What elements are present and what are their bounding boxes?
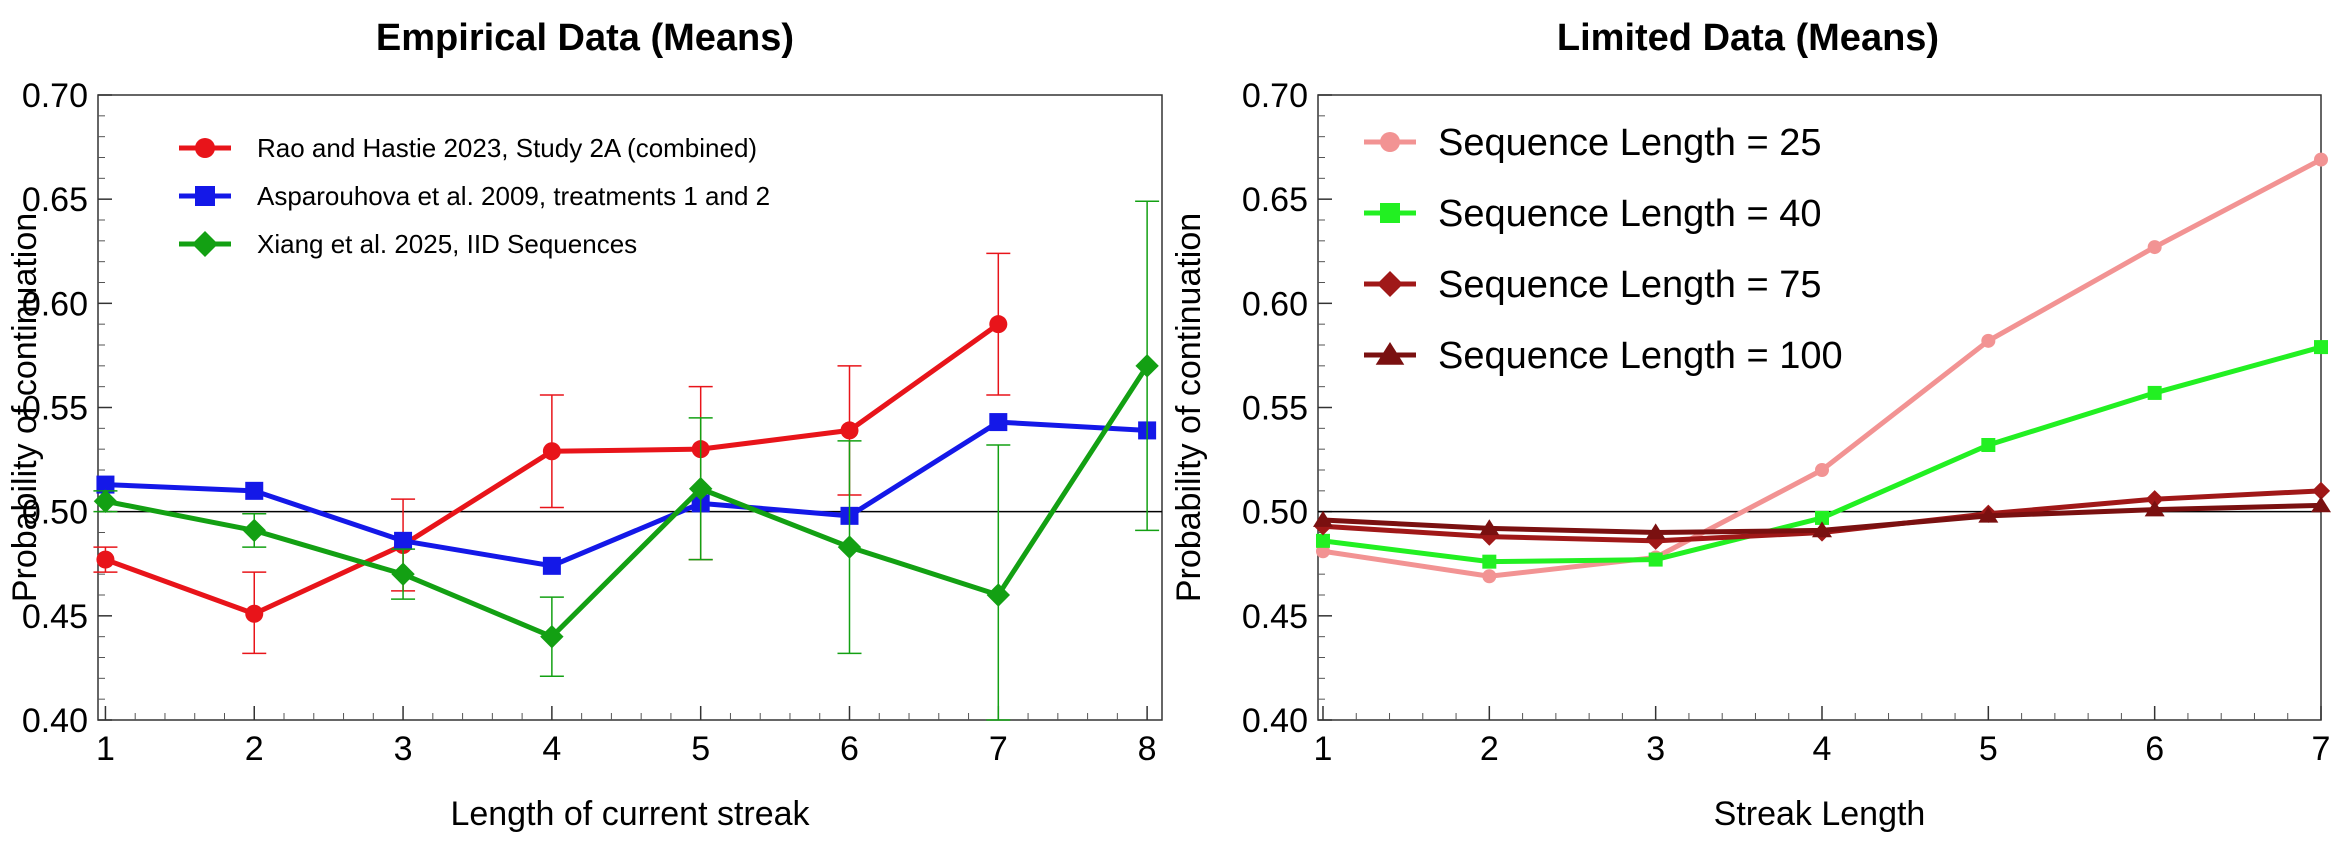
data-point [1648,552,1663,567]
x-tick-label: 1 [96,730,115,768]
data-point [1981,438,1996,452]
data-point [1312,510,1333,527]
x-tick-label: 5 [1979,730,1998,768]
chart-limited: Limited Data (Means) 0.40 0.45 0.50 0.55 0.60… [1170,17,2332,833]
y-tick-label: 0.50 [22,494,88,532]
legend-marker [195,186,215,206]
data-point [1135,354,1159,378]
x-tick-label: 1 [1314,730,1333,768]
data-point [840,421,859,440]
y-tick-label: 0.70 [1242,77,1308,115]
legend-label: Sequence Length = 25 [1438,122,1822,164]
x-axis-label: Length of current streak [450,795,810,833]
y-tick-label: 0.55 [1242,390,1308,428]
x-tick-label: 6 [840,730,859,768]
y-tick-label: 0.65 [1242,181,1308,219]
legend-marker [1377,271,1403,297]
legend-label: Xiang et al. 2025, IID Sequences [257,229,637,259]
chart-empirical: Empirical Data (Means) 0.40 0.45 0.50 0.55 0.… [6,17,1163,833]
x-tick-label: 8 [1138,730,1157,768]
x-tick-label: 2 [245,730,264,768]
series-3 [1312,496,2332,540]
x-tick-label: 2 [1480,730,1499,768]
legend-label: Sequence Length = 100 [1438,335,1843,377]
data-point [2310,496,2332,513]
series-line [105,419,1148,569]
data-point [1482,569,1497,584]
data-point [242,518,266,543]
legend-label: Rao and Hastie 2023, Study 2A (combined) [257,133,757,163]
y-tick-label: 0.60 [22,285,88,323]
data-point [245,481,264,500]
chart-title: Limited Data (Means) [1557,17,1939,59]
data-point [1814,463,1829,477]
legend-marker [1380,132,1400,152]
data-point [989,413,1008,432]
legend-label: Asparouhova et al. 2009, treatments 1 an… [257,181,770,211]
y-tick-label: 0.45 [1242,598,1308,636]
series-1 [1315,340,2328,569]
legend-marker [1375,342,1405,365]
data-point [2314,340,2328,355]
x-tick-label: 3 [394,730,413,768]
series-2 [93,200,1160,721]
data-point [2145,490,2164,509]
legend-marker [1380,203,1400,223]
data-point [96,475,115,494]
data-point [989,315,1008,334]
y-tick-label: 0.40 [22,702,88,740]
data-point [2147,385,2162,400]
data-point [542,442,561,461]
data-point [688,477,713,501]
x-tick-label: 7 [2312,730,2331,768]
y-tick-label: 0.45 [22,598,88,636]
y-tick-label: 0.60 [1242,285,1308,323]
series-line [104,364,1150,640]
y-tick-label: 0.55 [22,390,88,428]
x-tick-label: 4 [1813,730,1832,768]
y-axis-label: Probability of continuation [1170,213,1208,602]
data-point [2144,500,2165,517]
x-tick-label: 6 [2145,730,2164,768]
y-axis-label: Probability of continuation [6,213,44,602]
data-point [1479,519,1500,536]
x-tick-label: 7 [989,730,1008,768]
series-0 [93,252,1011,655]
data-point [391,562,415,586]
data-point [837,535,862,559]
data-point [2314,152,2328,167]
data-point [93,489,118,513]
data-point [2147,240,2162,255]
data-point [96,550,115,569]
x-tick-label: 3 [1646,730,1665,768]
data-point [394,531,413,550]
x-tick-label: 4 [542,730,561,768]
x-tick-label: 5 [691,730,710,768]
legend-marker [195,138,215,158]
y-tick-label: 0.40 [1242,702,1308,740]
y-tick-label: 0.70 [22,77,88,115]
data-point [1645,523,1666,540]
data-point [1981,333,1996,348]
legend-marker [192,231,218,257]
data-point [1315,533,1330,548]
data-point [1482,554,1497,569]
x-axis-label: Streak Length [1714,795,1926,833]
legend-label: Sequence Length = 40 [1438,193,1822,235]
legend-label: Sequence Length = 75 [1438,264,1822,306]
data-point [542,556,561,575]
data-point [986,583,1011,607]
data-point [1811,521,1833,538]
y-tick-label: 0.65 [22,181,88,219]
y-tick-label: 0.50 [1242,494,1308,532]
data-point [1978,506,1999,523]
data-point [2311,481,2331,500]
series-1 [96,413,1157,575]
data-point [1814,510,1829,525]
data-point [245,604,264,623]
chart-title: Empirical Data (Means) [376,17,794,59]
plot-frame [1317,94,2322,721]
data-point [540,624,564,649]
